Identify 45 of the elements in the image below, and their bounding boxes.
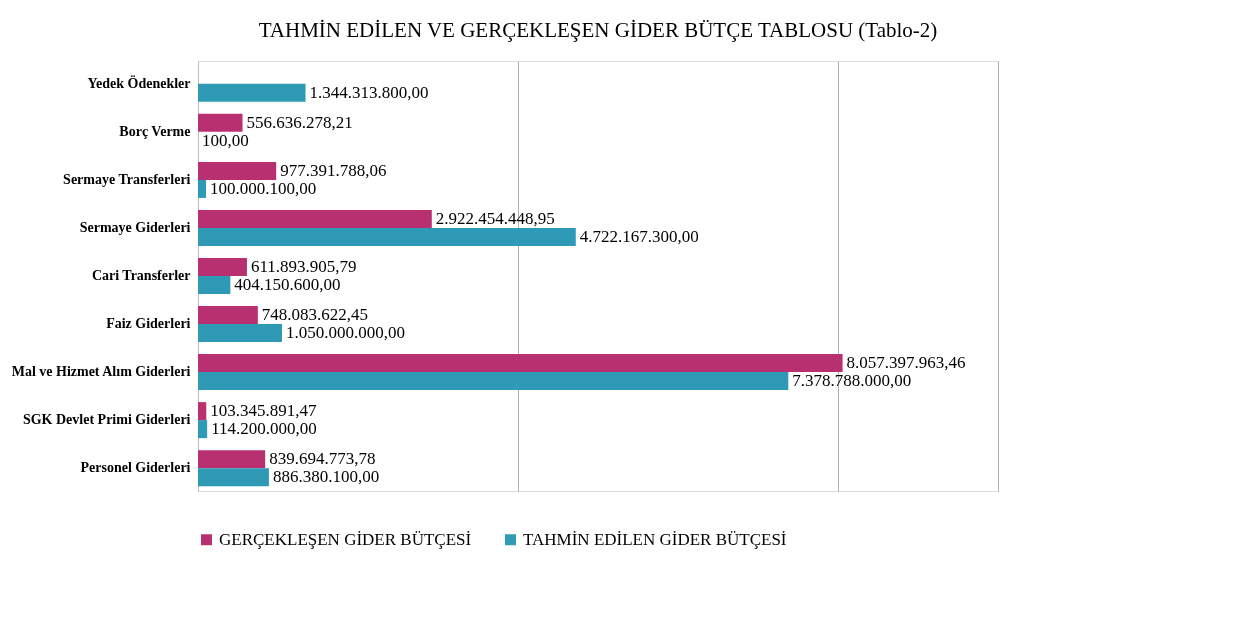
y-tick-label: Mal ve Hizmet Alım Giderleri (11, 364, 191, 380)
bar (198, 402, 207, 421)
bar (198, 227, 576, 246)
data-label: 2.922.454.448,95 (435, 208, 555, 228)
data-label: 886.380.100,00 (272, 467, 380, 487)
bar (198, 372, 789, 391)
bar (198, 257, 247, 276)
bar (198, 468, 269, 487)
y-tick-label: Yedek Ödenekler (87, 74, 191, 91)
legend-label: TAHMİN EDİLEN GİDER BÜTÇESİ (523, 529, 787, 549)
legend-label: GERÇEKLEŞEN GİDER BÜTÇESİ (219, 529, 472, 549)
data-label: 8.057.397.963,46 (846, 353, 966, 373)
data-label: 7.378.788.000,00 (792, 371, 912, 391)
bar (198, 113, 243, 132)
data-label: 556.636.278,21 (246, 112, 353, 132)
data-label: 114.200.000,00 (211, 419, 317, 439)
y-tick-label: SGK Devlet Primi Giderleri (22, 412, 191, 428)
bar (198, 354, 843, 373)
y-tick-label: Sermaye Transferleri (63, 171, 191, 187)
bar (198, 209, 432, 228)
data-label: 1.050.000.000,00 (286, 323, 405, 343)
y-tick-label: Cari Transferler (91, 268, 191, 283)
chart-title: TAHMİN EDİLEN VE GERÇEKLEŞEN GİDER BÜTÇE TABLOSU (Tablo-2) (258, 18, 938, 42)
bar (198, 306, 258, 325)
data-label: 1.344.313.800,00 (309, 82, 429, 102)
bar (198, 450, 266, 469)
data-label: 100,00 (202, 130, 249, 150)
y-tick-label: Borç Verme (119, 123, 191, 139)
y-tick-label: Faiz Giderleri (106, 316, 191, 332)
data-label: 404.150.600,00 (234, 275, 341, 295)
y-tick-label: Personel Giderleri (80, 460, 191, 476)
bar (198, 276, 231, 295)
data-label: 103.345.891,47 (210, 401, 318, 421)
bar (198, 324, 282, 343)
data-label: 977.391.788,06 (280, 160, 387, 180)
bar (198, 161, 277, 180)
data-label: 839.694.773,78 (269, 449, 376, 469)
y-tick-label: Sermaye Giderleri (79, 219, 191, 235)
data-label: 100.000.100,00 (210, 178, 317, 198)
bar (198, 420, 208, 439)
data-label: 611.893.905,79 (250, 256, 357, 276)
bar (198, 83, 306, 102)
bar (198, 179, 206, 198)
data-label: 748.083.622,45 (261, 305, 369, 325)
data-label: 4.722.167.300,00 (579, 226, 699, 246)
